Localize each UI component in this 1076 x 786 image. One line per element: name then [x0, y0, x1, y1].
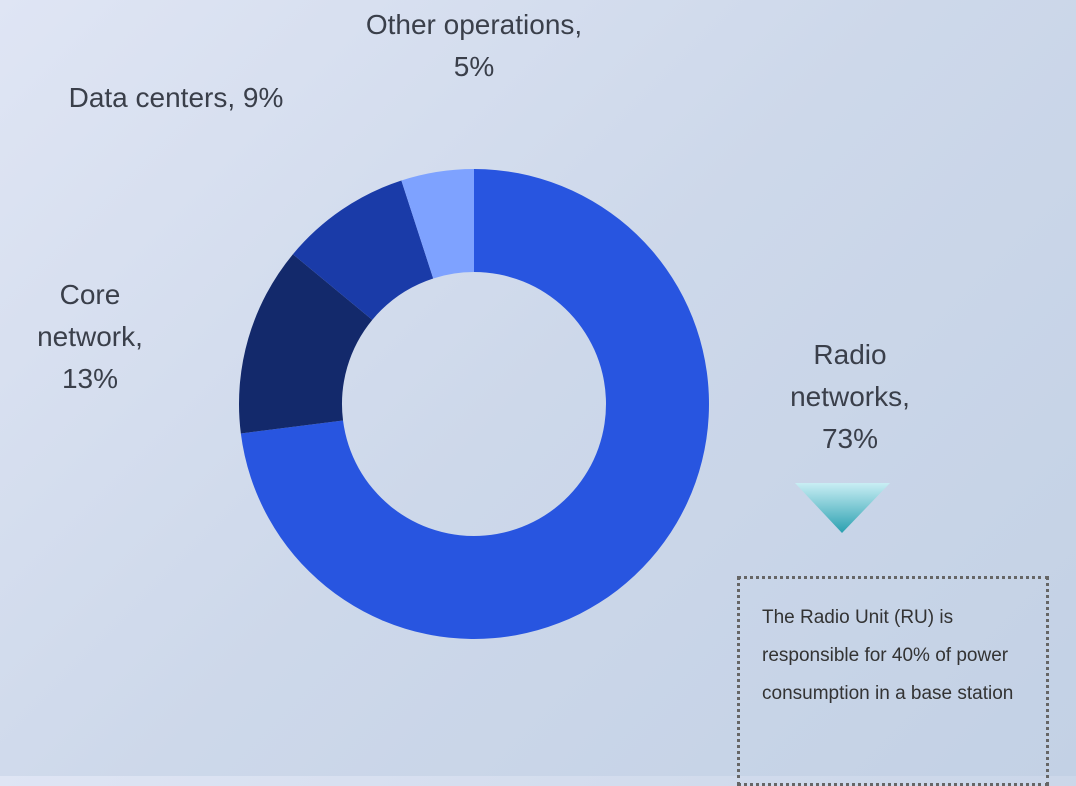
slice-label: Other operations, 5% [365, 9, 583, 82]
donut-slice [238, 254, 373, 434]
donut-slice [401, 169, 474, 279]
pointer-arrow [795, 483, 890, 533]
donut-slice [292, 180, 434, 320]
slice-label: Core network, 13% [37, 279, 143, 394]
slice-label: Data centers, 9% [68, 82, 284, 113]
annotation: The Radio Unit (RU) is responsible for 4… [737, 576, 1049, 786]
slice-label: Radio networks, 73% [790, 339, 910, 454]
donut-slice [240, 169, 710, 640]
